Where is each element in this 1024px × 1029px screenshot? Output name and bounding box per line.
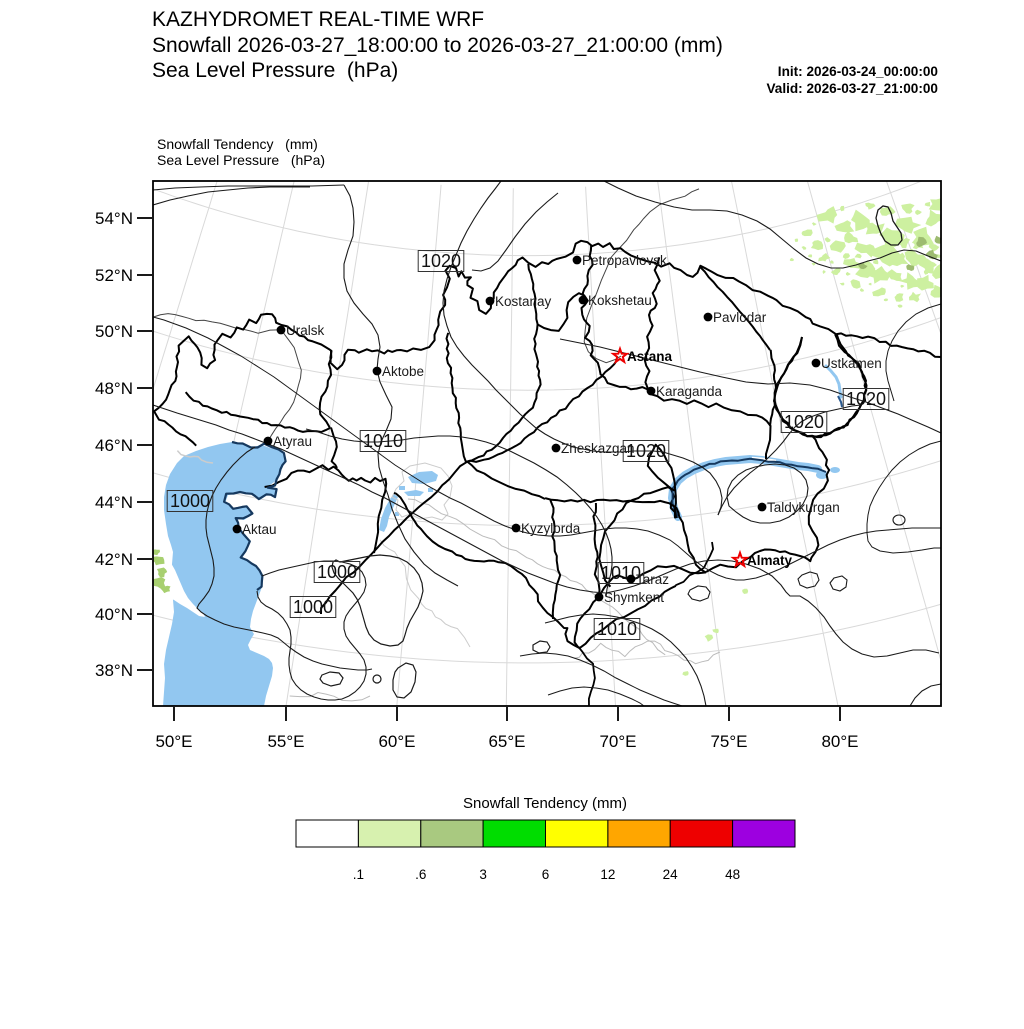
svg-text:Petropavlovsk: Petropavlovsk	[582, 253, 667, 268]
svg-text:1020: 1020	[421, 251, 461, 271]
svg-text:60°E: 60°E	[378, 732, 415, 751]
svg-text:Kyzylorda: Kyzylorda	[521, 521, 581, 536]
svg-text:54°N: 54°N	[95, 209, 133, 228]
svg-text:1000: 1000	[170, 491, 210, 511]
svg-text:6: 6	[542, 867, 550, 882]
svg-text:Zheskazgan: Zheskazgan	[561, 441, 635, 456]
svg-text:Kokshetau: Kokshetau	[588, 293, 652, 308]
svg-text:KAZHYDROMET REAL-TIME WRF: KAZHYDROMET REAL-TIME WRF	[152, 8, 484, 31]
svg-text:Taraz: Taraz	[636, 572, 669, 587]
svg-text:50°N: 50°N	[95, 322, 133, 341]
svg-text:80°E: 80°E	[821, 732, 858, 751]
svg-text:48°N: 48°N	[95, 379, 133, 398]
svg-text:Shymkent: Shymkent	[604, 590, 664, 605]
svg-text:Ustkamen: Ustkamen	[821, 356, 882, 371]
svg-text:38°N: 38°N	[95, 661, 133, 680]
svg-text:65°E: 65°E	[488, 732, 525, 751]
svg-text:1010: 1010	[363, 431, 403, 451]
svg-text:Pavlodar: Pavlodar	[713, 310, 767, 325]
svg-text:Astana: Astana	[627, 349, 673, 364]
svg-text:1000: 1000	[317, 562, 357, 582]
svg-text:1020: 1020	[784, 412, 824, 432]
svg-text:1010: 1010	[597, 619, 637, 639]
svg-text:12: 12	[600, 867, 615, 882]
svg-text:55°E: 55°E	[267, 732, 304, 751]
svg-text:24: 24	[663, 867, 679, 882]
svg-text:Snowfall 2026-03-27_18:00:00 t: Snowfall 2026-03-27_18:00:00 to 2026-03-…	[152, 34, 723, 57]
svg-text:.1: .1	[353, 867, 364, 882]
svg-text:Taldykurgan: Taldykurgan	[767, 500, 840, 515]
svg-text:Sea Level Pressure (hPa): Sea Level Pressure (hPa)	[157, 152, 325, 168]
svg-text:1020: 1020	[846, 389, 886, 409]
svg-text:1020: 1020	[626, 441, 666, 461]
svg-text:75°E: 75°E	[710, 732, 747, 751]
svg-text:Karaganda: Karaganda	[656, 384, 723, 399]
svg-text:.6: .6	[415, 867, 426, 882]
svg-text:Uralsk: Uralsk	[286, 323, 325, 338]
svg-text:Snowfall Tendency (mm): Snowfall Tendency (mm)	[463, 795, 627, 812]
svg-text:Aktau: Aktau	[242, 522, 277, 537]
svg-text:Aktobe: Aktobe	[382, 364, 424, 379]
svg-text:44°N: 44°N	[95, 493, 133, 512]
svg-text:70°E: 70°E	[599, 732, 636, 751]
svg-text:Atyrau: Atyrau	[273, 434, 312, 449]
svg-text:46°N: 46°N	[95, 436, 133, 455]
svg-text:Snowfall Tendency (mm): Snowfall Tendency (mm)	[157, 136, 318, 152]
svg-text:42°N: 42°N	[95, 550, 133, 569]
svg-text:Sea Level Pressure (hPa): Sea Level Pressure (hPa)	[152, 59, 398, 82]
svg-text:Init: 2026-03-24_00:00:00: Init: 2026-03-24_00:00:00	[778, 64, 938, 79]
svg-text:Almaty: Almaty	[747, 553, 793, 568]
svg-text:40°N: 40°N	[95, 605, 133, 624]
svg-text:3: 3	[479, 867, 487, 882]
svg-text:48: 48	[725, 867, 740, 882]
svg-text:Kostanay: Kostanay	[495, 294, 552, 309]
svg-text:Valid: 2026-03-27_21:00:00: Valid: 2026-03-27_21:00:00	[766, 81, 938, 96]
svg-text:1000: 1000	[293, 597, 333, 617]
svg-text:50°E: 50°E	[155, 732, 192, 751]
svg-text:52°N: 52°N	[95, 266, 133, 285]
